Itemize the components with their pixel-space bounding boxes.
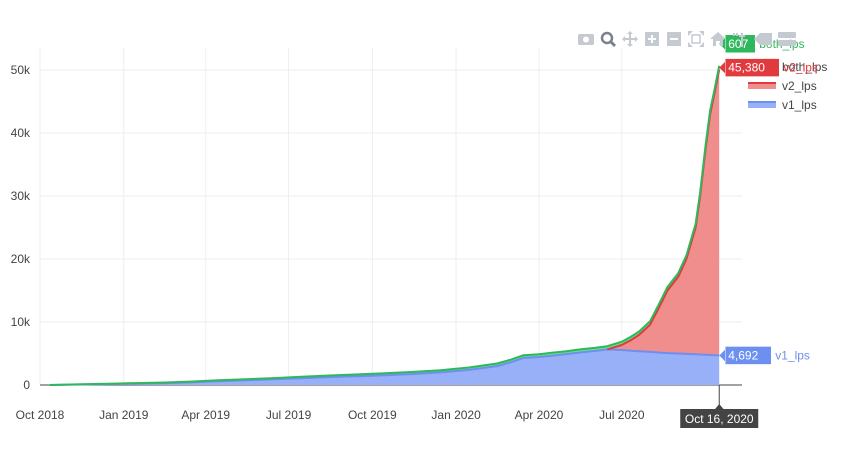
camera-icon[interactable] [578, 34, 594, 45]
legend-label: v1_lps [782, 98, 817, 112]
autoscale-box [691, 34, 701, 44]
y-axis: 0 10k 20k 30k 40k 50k [11, 63, 31, 392]
legend-item-v2_lps[interactable]: v2_lps [748, 79, 817, 93]
hover-pointer [719, 349, 726, 362]
x-tick-label: Jan 2020 [431, 408, 481, 422]
pan-icon[interactable] [622, 31, 638, 47]
legend-label: both_lps [782, 60, 827, 74]
hover-series-name: v1_lps [775, 348, 810, 362]
v1_lps-hover-label: 4,692 v1_lps [719, 346, 810, 365]
legend-item-v1_lps[interactable]: v1_lps [748, 98, 817, 112]
x-tick-label: Apr 2019 [181, 408, 230, 422]
v2_lps-area[interactable] [607, 69, 720, 356]
hover-series-name: v2_lps [783, 61, 818, 75]
hover-closest-icon[interactable] [754, 33, 772, 45]
v1_lps-line[interactable] [49, 348, 720, 386]
camera-lens [583, 36, 589, 43]
spike-shape [733, 33, 745, 47]
home-shape [710, 32, 726, 46]
y-tick-label: 0 [23, 378, 30, 392]
plot-area[interactable] [49, 65, 721, 386]
hover-pointer [719, 61, 726, 74]
both_lps-line[interactable] [49, 65, 721, 386]
hover-compare-top [778, 32, 796, 38]
legend-label: v2_lps [782, 79, 817, 93]
legend-swatch [748, 83, 776, 89]
hover-value: 45,380 [728, 61, 765, 75]
v2_lps-hover-label: 45,380 v2_lps [719, 58, 818, 77]
hover-labels: Oct 16, 2020607both_lps45,380v2_lps4,692… [680, 34, 818, 428]
x-hover-label: Oct 16, 2020 [685, 412, 754, 426]
x-hover-box [680, 409, 759, 428]
y-tick-label: 40k [11, 126, 31, 140]
hover-box [724, 34, 756, 54]
x-tick-label: Apr 2020 [515, 408, 564, 422]
hover-compare-icon[interactable] [778, 32, 796, 46]
x-tick-label: Jul 2019 [266, 408, 312, 422]
hover-closest-shape [754, 33, 772, 45]
hover-value: 607 [728, 37, 748, 51]
autoscale-icon[interactable] [688, 31, 704, 47]
x-hover-pointer [714, 404, 725, 410]
zoom-icon[interactable] [600, 31, 617, 48]
pan-arrows [622, 31, 638, 47]
y-tick-label: 10k [11, 315, 31, 329]
spike-lines-icon[interactable] [733, 33, 745, 47]
zoom-lens [600, 31, 614, 45]
y-tick-label: 30k [11, 189, 31, 203]
hover-box [724, 58, 780, 77]
hover-box [724, 346, 772, 365]
home-icon[interactable] [710, 32, 726, 46]
hover-value: 4,692 [728, 348, 758, 362]
y-tick-label: 20k [11, 252, 31, 266]
legend-swatch [748, 102, 776, 108]
zoom-in-icon[interactable] [645, 32, 659, 46]
zoom-handle [609, 40, 617, 48]
both_lps-area[interactable] [50, 65, 720, 386]
x-tick-label: Oct 2018 [16, 408, 65, 422]
v1_lps-area[interactable] [50, 349, 720, 385]
x-tick-label: Oct 2019 [348, 408, 397, 422]
modebar[interactable] [578, 31, 796, 48]
zoom-out-icon[interactable] [667, 32, 681, 46]
zoom-in-plus [648, 35, 656, 43]
x-axis: Oct 2018 Jan 2019 Apr 2019 Jul 2019 Oct 2019… [16, 408, 645, 422]
y-tick-label: 50k [11, 63, 31, 77]
x-tick-label: Jul 2020 [599, 408, 645, 422]
x-tick-label: Jan 2019 [99, 408, 149, 422]
autoscale-corners [688, 31, 704, 47]
hover-compare-bottom [778, 40, 796, 46]
